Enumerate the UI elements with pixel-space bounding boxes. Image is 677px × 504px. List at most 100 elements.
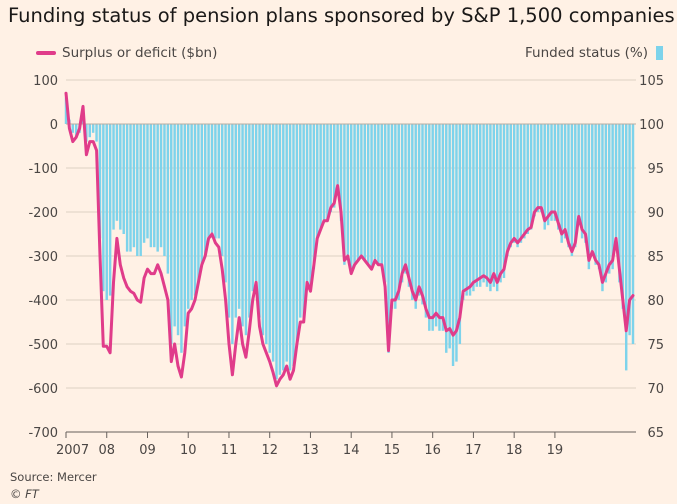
funded-status-bar: [149, 124, 153, 248]
funded-status-bar: [125, 124, 129, 252]
funded-status-bar: [329, 124, 333, 212]
funded-status-bar: [540, 124, 543, 212]
funded-status-bar: [407, 124, 411, 287]
funded-status-bar: [146, 124, 149, 239]
funded-status-bar: [567, 124, 570, 248]
right-axis-tick-label: 70: [647, 382, 664, 397]
funded-status-bar: [509, 124, 512, 248]
funded-status-bar: [220, 124, 224, 256]
funded-status-bar: [312, 124, 316, 270]
x-axis-tick-label: 12: [261, 443, 278, 458]
legend-bars: Funded status (%): [525, 45, 663, 61]
funded-status-bar: [275, 124, 278, 380]
right-axis-tick-label: 105: [639, 74, 664, 89]
funded-status-bar: [489, 124, 492, 292]
funded-status-bar: [370, 124, 373, 270]
chart-title: Funding status of pension plans sponsore…: [8, 4, 675, 27]
funded-status-bar: [624, 124, 628, 371]
funded-status-bar: [553, 124, 557, 221]
left-axis-tick-label: 100: [33, 74, 58, 89]
right-axis-tick-label: 75: [647, 338, 664, 353]
funded-status-bar: [102, 124, 105, 292]
funded-status-bar: [214, 124, 217, 239]
funded-status-bar: [536, 124, 540, 212]
funded-status-bar: [129, 124, 132, 252]
funded-status-bar: [523, 124, 526, 239]
funded-status-bar: [224, 124, 227, 283]
surplus-deficit-line: [64, 91, 635, 388]
right-axis-tick-label: 90: [647, 206, 664, 221]
funded-status-bar: [414, 124, 417, 309]
funded-status-bar: [292, 124, 295, 366]
funded-status-bar: [163, 124, 166, 256]
x-axis-tick-label: 11: [221, 443, 238, 458]
x-axis-tick-label: 15: [384, 443, 401, 458]
funded-status-bar: [614, 124, 618, 248]
funded-status-bar: [424, 124, 428, 318]
funded-status-bar: [495, 124, 499, 292]
funded-status-bar: [244, 124, 248, 336]
funded-status-bar: [411, 124, 414, 300]
funded-status-bar: [136, 124, 139, 256]
funded-status-bar: [574, 124, 577, 248]
funded-status-bar: [119, 124, 122, 230]
funded-status-bar: [529, 124, 533, 230]
funded-status-bar: [74, 124, 78, 138]
funded-status-bar: [404, 124, 407, 274]
funded-status-bar: [261, 124, 265, 336]
funded-status-bar: [601, 124, 604, 292]
funded-status-bar: [394, 124, 397, 309]
funded-status-bar: [288, 124, 292, 371]
funded-status-bar: [316, 124, 319, 239]
funded-status-bar: [122, 124, 125, 234]
funded-status-bar: [373, 124, 377, 261]
funded-status-bar: [377, 124, 380, 265]
funded-status-bar: [299, 124, 302, 318]
funded-status-bar: [85, 124, 88, 142]
funded-status-bar: [366, 124, 370, 265]
funded-status-bar: [166, 124, 170, 274]
funded-status-bar: [417, 124, 421, 296]
funded-status-bar: [434, 124, 438, 327]
funded-status-bar: [234, 124, 237, 318]
funded-status-bar: [336, 124, 339, 195]
funded-status-bar: [611, 124, 614, 270]
funded-status-bar: [462, 124, 465, 300]
left-axis-tick-label: -600: [28, 382, 58, 397]
funded-status-bar: [271, 124, 275, 362]
funded-status-bar: [451, 124, 455, 366]
funded-status-bar: [190, 124, 193, 300]
funded-status-bar: [180, 124, 183, 353]
left-axis-tick-label: -300: [28, 250, 58, 265]
funded-status-bar: [332, 124, 336, 208]
x-axis-tick-label: 13: [302, 443, 319, 458]
funded-status-bar: [254, 124, 258, 283]
funded-status-bar: [587, 124, 591, 270]
funded-status-bar: [322, 124, 326, 221]
legend-bars-label: Funded status (%): [524, 45, 648, 61]
funded-status-bar: [448, 124, 451, 349]
funded-status-bar: [95, 124, 98, 142]
funded-status-bar: [353, 124, 356, 265]
funded-status-bar: [156, 124, 159, 252]
funded-status-bar: [631, 124, 635, 344]
funded-status-bar: [200, 124, 204, 265]
funded-status-bar: [183, 124, 187, 327]
funded-status-bar: [305, 124, 309, 283]
credit-note: © FT: [10, 487, 39, 501]
right-axis-tick-label: 80: [647, 294, 664, 309]
legend-bars-swatch: [656, 46, 663, 60]
funded-status-bar: [533, 124, 536, 217]
funded-status-bar: [278, 124, 282, 375]
funded-status-bar: [458, 124, 462, 344]
funded-status-bar: [231, 124, 234, 344]
funded-status-bar: [339, 124, 343, 221]
funded-status-bar: [499, 124, 502, 283]
funded-status-bar: [478, 124, 482, 287]
funded-status-bar: [197, 124, 200, 283]
funded-status-bar: [400, 124, 404, 283]
funded-status-bar: [187, 124, 190, 309]
x-axis-tick-label: 18: [506, 443, 523, 458]
funded-status-bar: [346, 124, 350, 261]
funded-status-bar: [258, 124, 261, 318]
